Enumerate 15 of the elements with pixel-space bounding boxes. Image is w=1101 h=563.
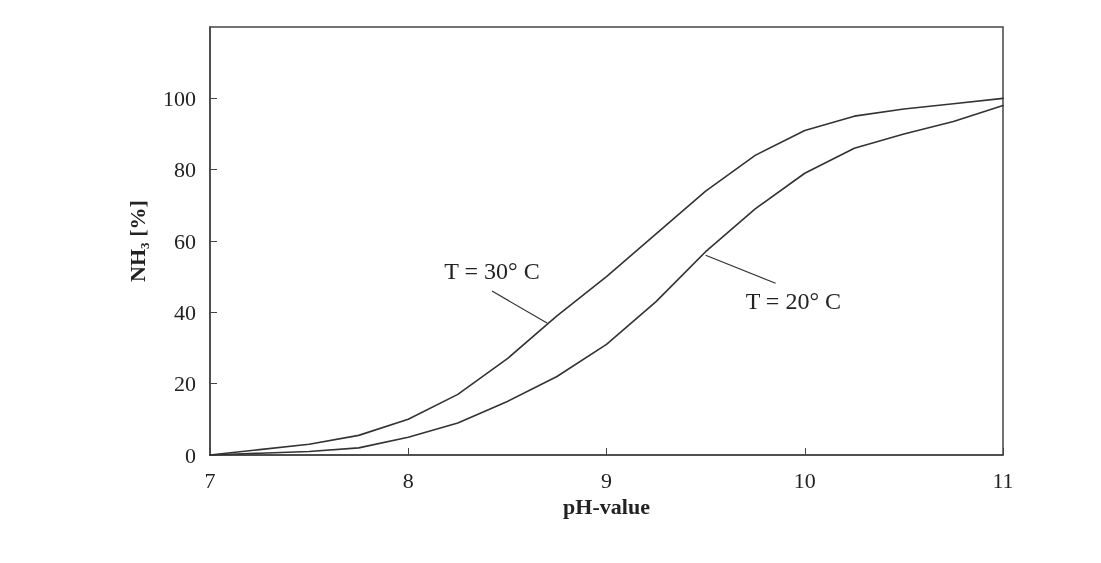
y-tick-label: 60 bbox=[174, 228, 196, 254]
y-axis-title: NH₃ [%] bbox=[124, 200, 150, 282]
y-tick-label: 40 bbox=[174, 299, 196, 325]
y-tick-label: 0 bbox=[185, 442, 196, 468]
y-tick-label: 80 bbox=[174, 157, 196, 183]
x-tick-label: 9 bbox=[601, 467, 612, 493]
x-tick-label: 8 bbox=[402, 467, 414, 493]
x-axis-title: pH-value bbox=[563, 494, 651, 520]
annotation: T = 20° C bbox=[745, 288, 841, 315]
y-tick-label: 100 bbox=[163, 85, 196, 111]
x-tick-label: 10 bbox=[793, 467, 816, 493]
y-tick-label: 20 bbox=[174, 371, 196, 397]
x-tick-label: 11 bbox=[992, 467, 1014, 493]
annotation: T = 30° C bbox=[444, 258, 540, 285]
x-tick-label: 7 bbox=[204, 467, 216, 493]
